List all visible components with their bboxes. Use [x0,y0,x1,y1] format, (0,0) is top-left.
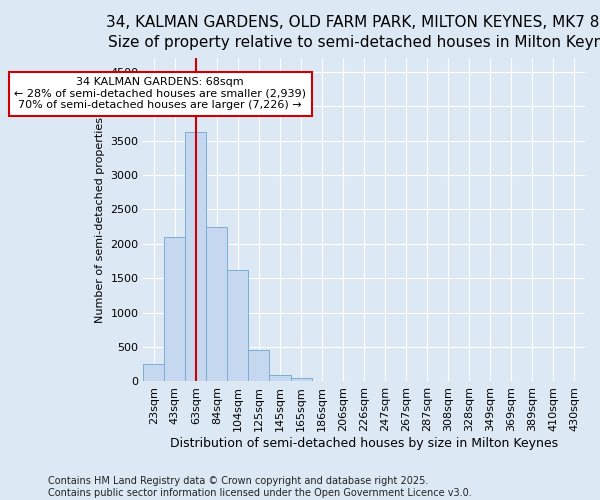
Title: 34, KALMAN GARDENS, OLD FARM PARK, MILTON KEYNES, MK7 8QH
Size of property relat: 34, KALMAN GARDENS, OLD FARM PARK, MILTO… [106,15,600,50]
Y-axis label: Number of semi-detached properties: Number of semi-detached properties [95,116,105,322]
Bar [143,364,164,382]
Bar [185,132,206,382]
Text: 34 KALMAN GARDENS: 68sqm
← 28% of semi-detached houses are smaller (2,939)
70% o: 34 KALMAN GARDENS: 68sqm ← 28% of semi-d… [14,77,306,110]
Text: Contains HM Land Registry data © Crown copyright and database right 2025.
Contai: Contains HM Land Registry data © Crown c… [48,476,472,498]
Bar [164,237,185,382]
Bar [248,350,269,382]
Bar [290,378,311,382]
Bar [227,270,248,382]
Bar [269,374,290,382]
X-axis label: Distribution of semi-detached houses by size in Milton Keynes: Distribution of semi-detached houses by … [170,437,558,450]
Bar [206,226,227,382]
